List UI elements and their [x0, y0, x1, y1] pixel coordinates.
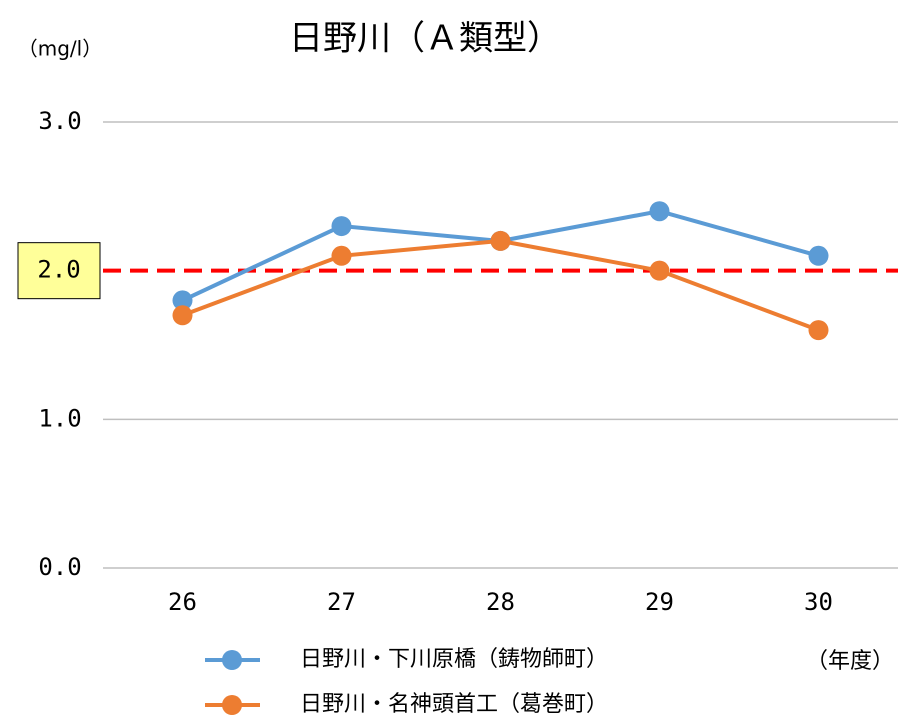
reference-label-box [17, 242, 101, 300]
data-point [490, 230, 511, 251]
x-tick-label: 29 [645, 588, 674, 616]
y-tick-label: 1.0 [38, 404, 81, 432]
series-line [181, 209, 820, 303]
legend-label: 日野川・名神頭首工（葛巻町） [300, 692, 608, 717]
x-unit: （年度） [806, 649, 894, 674]
data-point [649, 201, 670, 222]
data-point [808, 320, 829, 341]
y-tick-label: 3.0 [38, 107, 81, 135]
data-point [172, 305, 193, 326]
y-tick-label: 0.0 [38, 553, 81, 581]
x-tick-label: 26 [168, 588, 197, 616]
x-tick-label: 30 [804, 588, 833, 616]
chart-title: 日野川（Ａ類型） [289, 19, 561, 59]
data-point [331, 216, 352, 237]
reference-label: 2.0 [37, 256, 80, 284]
y-unit: （mg/l） [18, 37, 102, 61]
data-point [172, 290, 193, 311]
data-point [649, 260, 670, 281]
data-point [331, 245, 352, 266]
legend-marker [222, 650, 242, 670]
x-tick-label: 27 [327, 588, 356, 616]
x-tick-label: 28 [486, 588, 515, 616]
legend-label: 日野川・下川原橋（鋳物師町） [300, 647, 608, 672]
legend-marker [222, 695, 242, 715]
data-point [808, 245, 829, 266]
